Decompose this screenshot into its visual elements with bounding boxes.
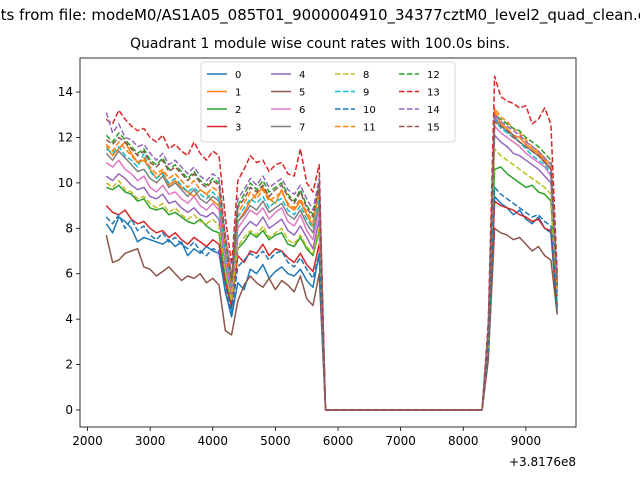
axes-title: Quadrant 1 module wise count rates with … — [130, 36, 510, 52]
legend-label-12: 12 — [427, 70, 440, 81]
legend-label-15: 15 — [427, 123, 440, 134]
legend-label-3: 3 — [235, 123, 241, 134]
y-tick-label: 6 — [65, 267, 73, 281]
legend-label-9: 9 — [363, 88, 369, 99]
x-tick-label: 9000 — [511, 434, 542, 448]
x-tick-label: 3000 — [135, 434, 166, 448]
y-tick-label: 8 — [65, 221, 73, 235]
x-axis-offset-label: +3.8176e8 — [509, 455, 576, 469]
y-axis-ticks: 0 2 4 6 8 10 12 14 — [58, 85, 80, 417]
legend-box — [200, 61, 456, 143]
x-axis-ticks: 2000 3000 4000 5000 6000 7000 8000 9000 — [72, 427, 541, 448]
x-tick-label: 8000 — [448, 434, 479, 448]
legend-label-14: 14 — [427, 105, 440, 116]
series-line-15 — [105, 120, 558, 411]
legend-label-8: 8 — [363, 70, 369, 81]
y-tick-label: 0 — [65, 403, 73, 417]
series-line-10 — [105, 186, 558, 411]
x-tick-label: 7000 — [385, 434, 416, 448]
axes-frame — [79, 57, 577, 428]
x-tick-label: 2000 — [72, 434, 103, 448]
legend-label-1: 1 — [235, 88, 241, 99]
figure-suptitle: Plots from file: modeM0/AS1A05_085T01_90… — [0, 6, 640, 24]
legend-label-13: 13 — [427, 88, 440, 99]
series-lines — [105, 75, 558, 411]
legend-label-6: 6 — [299, 105, 305, 116]
legend-label-2: 2 — [235, 105, 241, 116]
x-tick-label: 5000 — [260, 434, 291, 448]
y-tick-label: 4 — [65, 312, 73, 326]
legend-label-10: 10 — [363, 105, 376, 116]
y-tick-label: 12 — [58, 130, 73, 144]
series-line-14 — [105, 112, 558, 411]
legend-label-4: 4 — [299, 70, 305, 81]
y-tick-label: 14 — [58, 85, 73, 99]
x-tick-label: 6000 — [323, 434, 354, 448]
x-tick-label: 4000 — [197, 434, 228, 448]
legend-label-5: 5 — [299, 88, 305, 99]
legend-label-0: 0 — [235, 70, 241, 81]
y-tick-label: 2 — [65, 358, 73, 372]
y-tick-label: 10 — [58, 176, 73, 190]
legend-label-7: 7 — [299, 123, 305, 134]
legend-label-11: 11 — [363, 123, 376, 134]
